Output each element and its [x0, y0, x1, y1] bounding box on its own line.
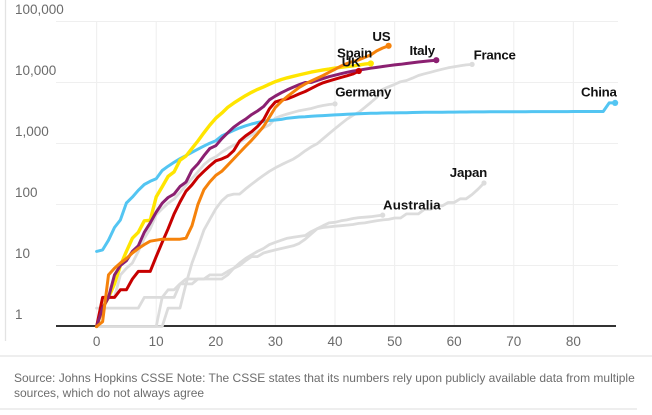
svg-text:10: 10: [149, 334, 164, 349]
svg-text:100: 100: [15, 185, 38, 200]
svg-text:sources, which do not always a: sources, which do not always agree: [14, 386, 204, 400]
svg-text:10: 10: [15, 246, 30, 261]
svg-text:100,000: 100,000: [15, 2, 64, 17]
svg-text:60: 60: [447, 334, 462, 349]
svg-text:Italy: Italy: [410, 43, 436, 58]
svg-text:US: US: [372, 29, 390, 44]
svg-text:70: 70: [506, 334, 521, 349]
svg-text:0: 0: [93, 334, 101, 349]
svg-text:30: 30: [268, 334, 283, 349]
svg-text:40: 40: [327, 334, 342, 349]
svg-text:UK: UK: [342, 55, 361, 70]
svg-text:France: France: [474, 47, 516, 62]
svg-text:20: 20: [208, 334, 223, 349]
svg-text:Australia: Australia: [383, 198, 441, 213]
svg-text:Japan: Japan: [450, 165, 487, 180]
svg-text:Germany: Germany: [335, 84, 392, 99]
svg-text:50: 50: [387, 334, 402, 349]
svg-text:10,000: 10,000: [15, 63, 56, 78]
svg-text:1: 1: [15, 307, 23, 322]
svg-text:Source: Johns Hopkins CSSE Not: Source: Johns Hopkins CSSE Note: The CSS…: [14, 371, 635, 385]
svg-text:China: China: [581, 85, 618, 100]
svg-text:1,000: 1,000: [15, 124, 49, 139]
svg-text:Spain: Spain: [337, 46, 372, 61]
svg-text:80: 80: [566, 334, 581, 349]
